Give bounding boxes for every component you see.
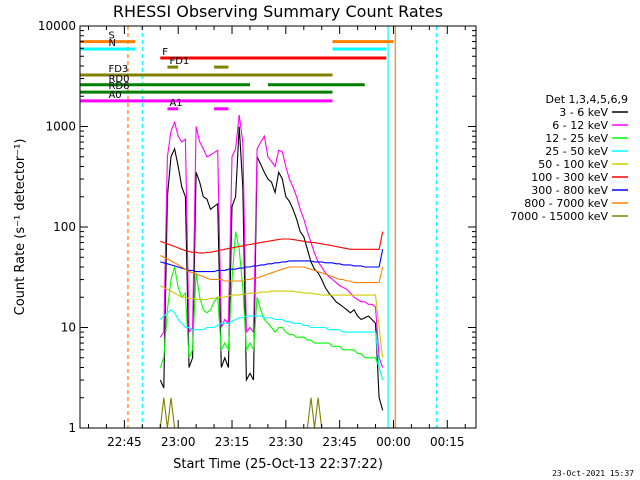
x-axis-label: Start Time (25-Oct-13 22:37:22) bbox=[173, 457, 383, 472]
y-tick-label-4: 10000 bbox=[38, 19, 76, 33]
y-axis-label: Count Rate (s⁻¹ detector⁻¹) bbox=[13, 139, 28, 316]
legend-entry-8: 7000 - 15000 keV bbox=[510, 210, 608, 223]
plot-frame bbox=[79, 25, 477, 429]
series-line-3 bbox=[159, 309, 384, 381]
y-tick-label-0: 1 bbox=[68, 421, 76, 435]
x-tick-label-3: 23:30 bbox=[269, 435, 304, 449]
timestamp-footer: 23-Oct-2021 15:37 bbox=[552, 469, 634, 478]
x-tick-label-0: 22:45 bbox=[107, 435, 142, 449]
flag-label-rd0: RD0 bbox=[108, 74, 129, 85]
flag-label-s: S bbox=[108, 31, 114, 42]
series-line-0 bbox=[159, 126, 384, 411]
legend-entry-0: 3 - 6 keV bbox=[559, 106, 608, 119]
y-tick-label-1: 10 bbox=[61, 321, 76, 335]
legend-entry-4: 50 - 100 keV bbox=[538, 158, 608, 171]
y-axis: 1 10 100 1000 10000 bbox=[38, 19, 476, 435]
x-tick-label-6: 00:15 bbox=[430, 435, 465, 449]
series-line-1 bbox=[159, 114, 384, 368]
flag-label-f: F bbox=[162, 47, 168, 58]
flag-label-fd1: FD1 bbox=[169, 56, 189, 67]
series-line-4 bbox=[160, 285, 384, 358]
legend-entry-2: 12 - 25 keV bbox=[545, 132, 608, 145]
flag-label-rd6: RD6 bbox=[108, 81, 129, 92]
series-line-5 bbox=[160, 231, 384, 254]
legend-entry-1: 6 - 12 keV bbox=[552, 119, 608, 132]
chart-title: RHESSI Observing Summary Count Rates bbox=[113, 2, 443, 21]
series-line-6 bbox=[160, 249, 384, 273]
x-tick-label-2: 23:15 bbox=[215, 435, 250, 449]
legend-entry-3: 25 - 50 keV bbox=[545, 145, 608, 158]
x-tick-label-1: 23:00 bbox=[161, 435, 196, 449]
series-line-7 bbox=[160, 255, 384, 284]
legend-title: Det 1,3,4,5,6,9 bbox=[545, 93, 628, 106]
flag-label-n: N bbox=[108, 38, 115, 49]
series-line-8 bbox=[159, 397, 383, 428]
legend-entry-6: 300 - 800 keV bbox=[531, 184, 608, 197]
x-tick-label-4: 23:45 bbox=[322, 435, 357, 449]
flag-label-a0: A0 bbox=[108, 90, 121, 101]
series-line-2 bbox=[159, 231, 384, 381]
x-axis: 22:45 23:00 23:15 23:30 23:45 00:00 00:15 bbox=[88, 26, 466, 449]
x-tick-label-5: 00:00 bbox=[376, 435, 411, 449]
flag-label-fd3: FD3 bbox=[108, 64, 128, 75]
legend-entry-7: 800 - 7000 keV bbox=[524, 197, 608, 210]
y-tick-label-2: 100 bbox=[53, 220, 76, 234]
legend-entry-5: 100 - 300 keV bbox=[531, 171, 608, 184]
flag-label-a1: A1 bbox=[169, 98, 182, 109]
y-tick-label-3: 1000 bbox=[45, 120, 76, 134]
